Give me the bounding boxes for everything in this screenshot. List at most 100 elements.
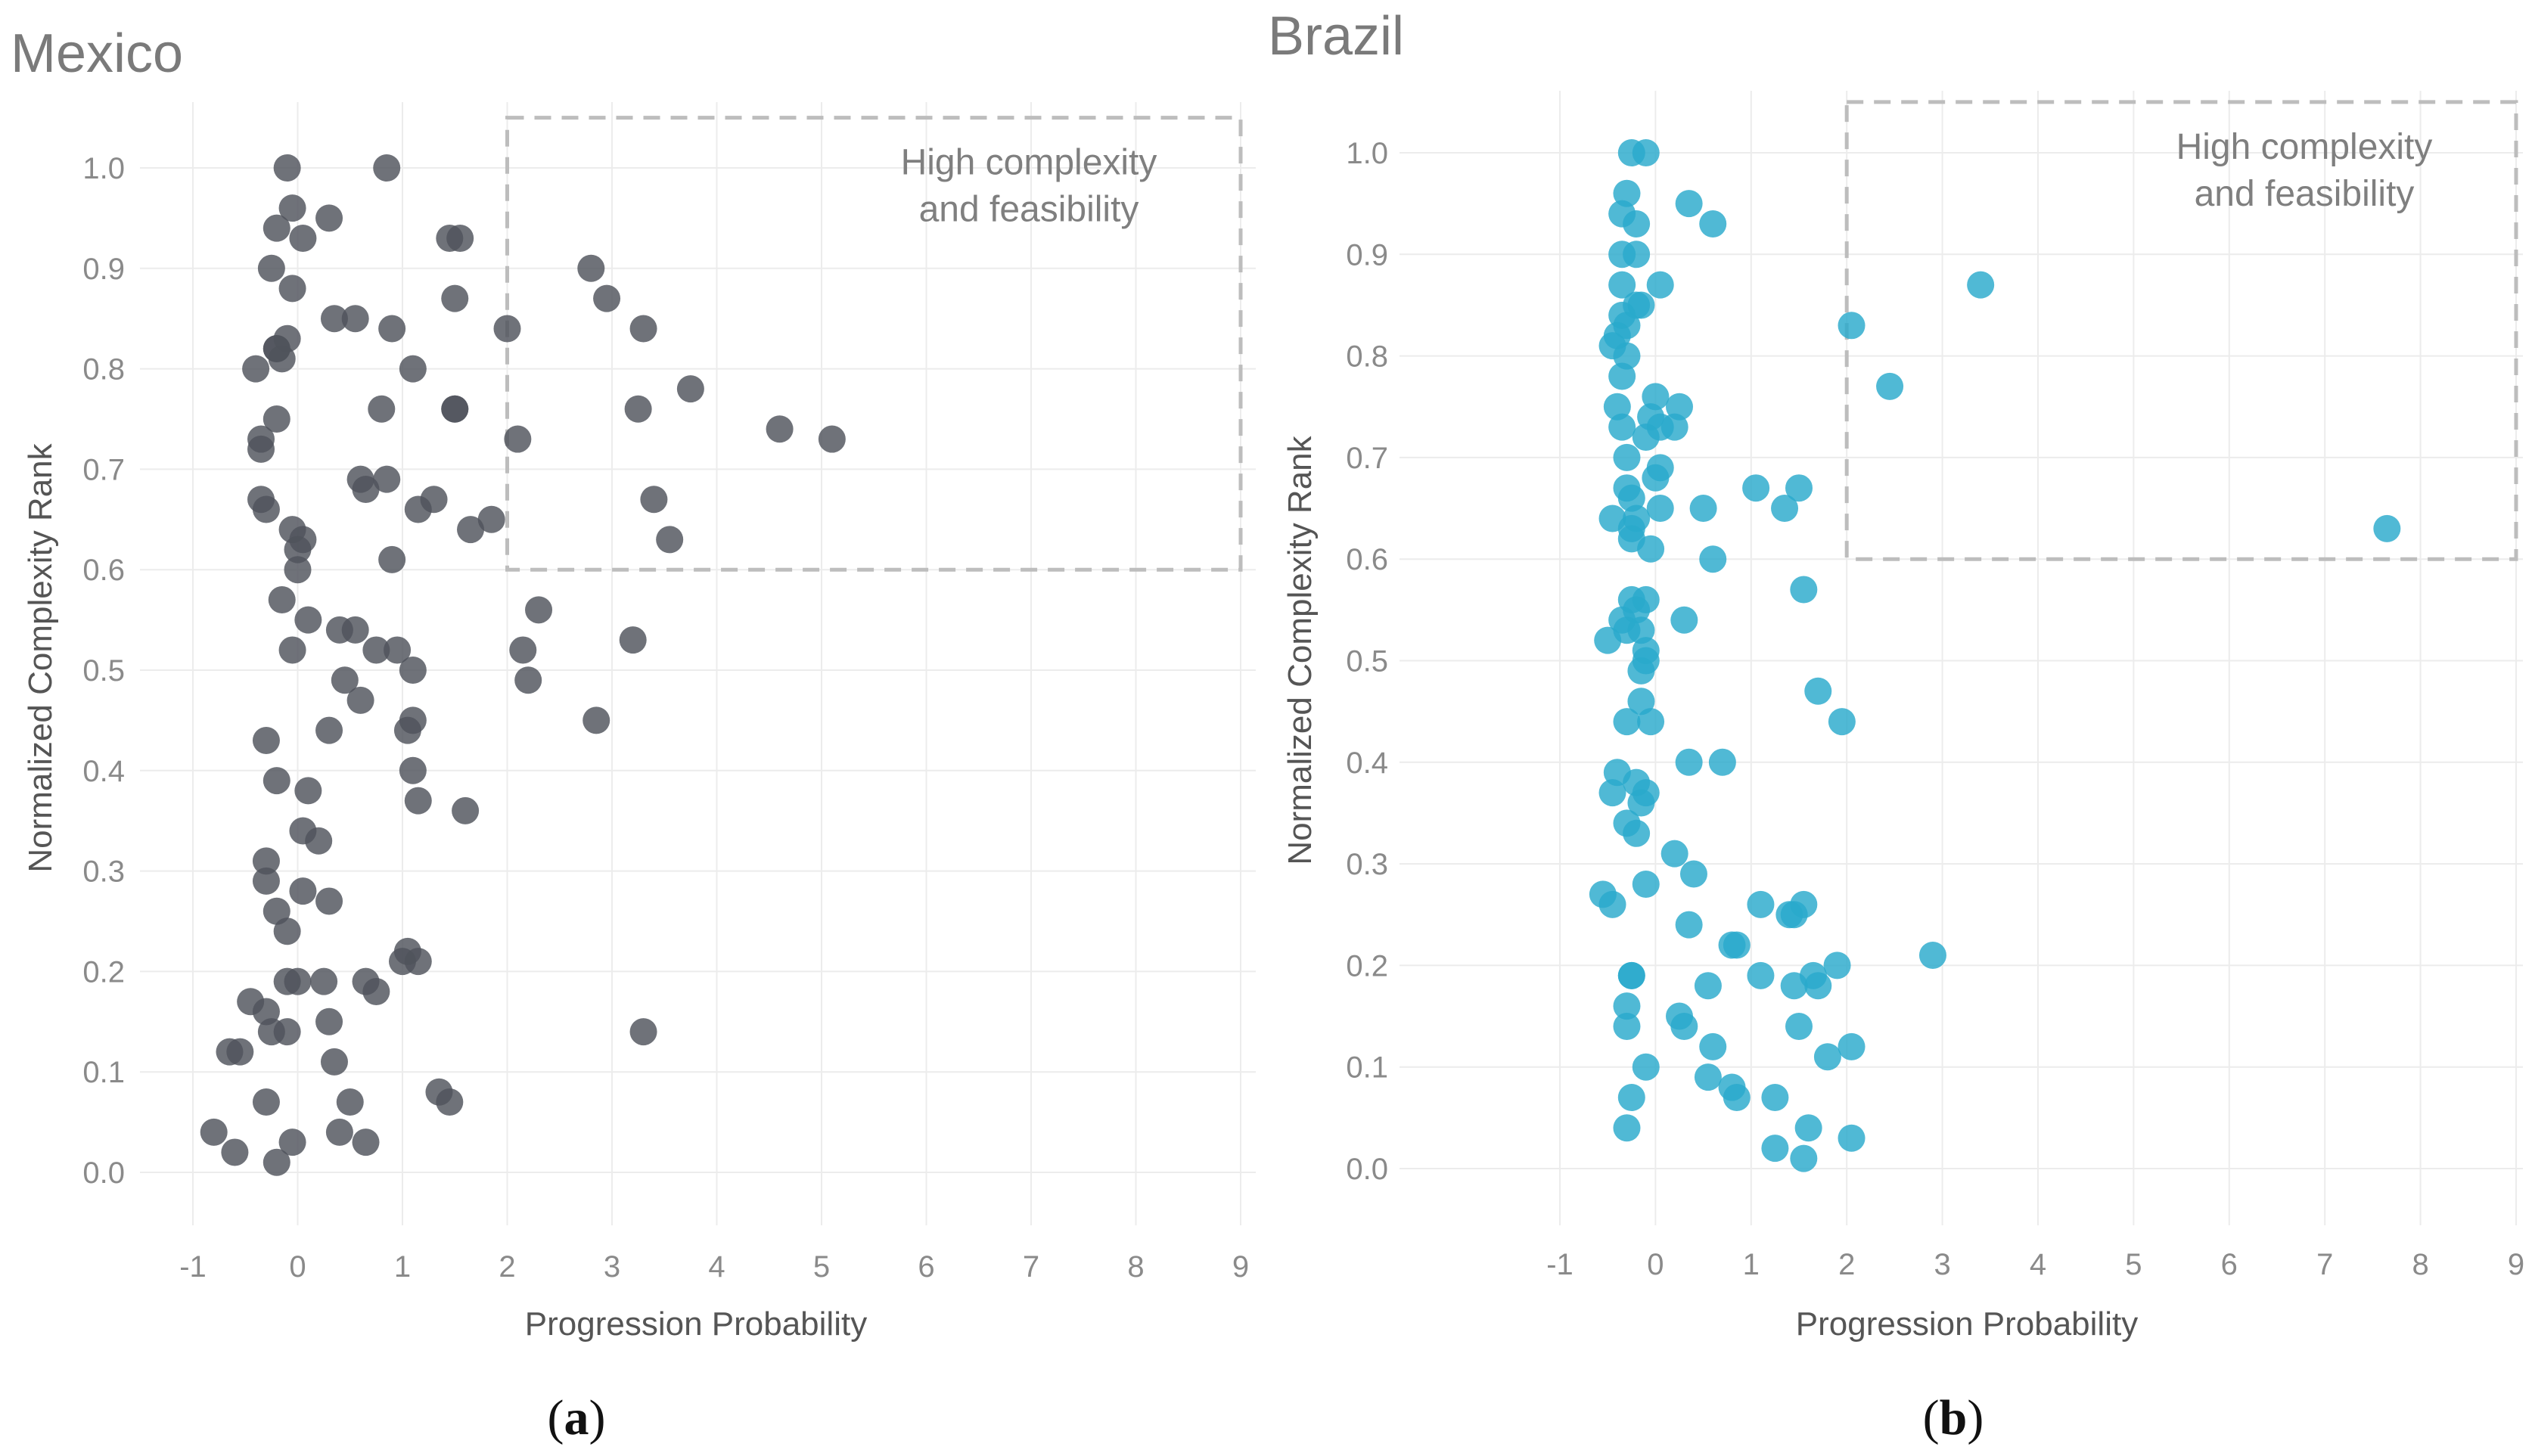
scatter-point [320, 1048, 348, 1076]
scatter-point [436, 1088, 464, 1116]
scatter-point [315, 204, 343, 232]
scatter-point [1723, 1083, 1751, 1111]
y-tick-label: 0.7 [1346, 442, 1388, 475]
scatter-point [446, 224, 474, 252]
scatter-point [1627, 616, 1655, 644]
scatter-point [1699, 1032, 1727, 1060]
scatter-point [315, 887, 343, 915]
scatter-point [1632, 779, 1660, 807]
scatter-point [1613, 443, 1641, 471]
scatter-point [289, 224, 317, 252]
scatter-point [1598, 779, 1626, 807]
x-tick-label: 1 [1743, 1248, 1760, 1281]
scatter-point [1623, 291, 1651, 319]
scatter-point [1804, 972, 1832, 1000]
scatter-point [384, 636, 412, 664]
scatter-point [593, 284, 621, 312]
gridlines [1400, 91, 2523, 1225]
x-tick-labels: -1 0 1 2 3 4 5 6 7 8 9 [179, 1250, 1249, 1284]
scatter-point [273, 154, 301, 182]
scatter-point [1613, 1114, 1641, 1142]
scatter-point [278, 1128, 306, 1156]
scatter-point [263, 767, 290, 795]
x-tick-label: 6 [918, 1250, 934, 1284]
y-tick-label: 0.1 [82, 1056, 125, 1089]
y-tick-label: 0.4 [1346, 747, 1388, 780]
scatter-point [399, 756, 427, 784]
panel-caption: (a) [548, 1390, 606, 1445]
scatter-point [378, 545, 406, 573]
scatter-point [373, 465, 401, 493]
y-axis-label: Normalized Complexity Rank [1281, 435, 1319, 865]
scatter-point [1838, 1124, 1866, 1152]
scatter-point [399, 355, 427, 383]
scatter-point [362, 636, 390, 664]
scatter-point [268, 586, 296, 614]
y-tick-label: 1.0 [1346, 137, 1388, 170]
scatter-point [273, 917, 301, 945]
scatter-point [393, 716, 421, 744]
y-tick-label: 0.7 [82, 453, 125, 486]
y-tick-label: 0.0 [1346, 1153, 1388, 1186]
scatter-point [294, 777, 322, 805]
scatter-point [1642, 464, 1670, 492]
y-tick-label: 0.3 [1346, 848, 1388, 881]
x-tick-label: 7 [2316, 1248, 2333, 1281]
scatter-point [1617, 961, 1645, 989]
scatter-point [1790, 576, 1818, 604]
scatter-point [1790, 890, 1818, 918]
scatter-point [504, 425, 532, 453]
scatter-point [1613, 708, 1641, 736]
y-axis-label: Normalized Complexity Rank [22, 442, 59, 872]
scatter-point [1794, 1114, 1822, 1142]
scatter-point [1623, 241, 1651, 269]
x-tick-label: 8 [2412, 1248, 2428, 1281]
x-tick-label: 5 [813, 1250, 830, 1284]
scatter-point [1804, 677, 1832, 705]
scatter-point [1613, 474, 1641, 502]
scatter-point [252, 726, 280, 754]
scatter-point [1632, 139, 1660, 166]
scatter-point [1642, 383, 1670, 411]
scatter-point [1761, 1135, 1789, 1163]
x-axis-label: Progression Probability [1796, 1305, 2138, 1343]
y-tick-labels: 0.0 0.1 0.2 0.3 0.4 0.5 0.6 0.7 0.8 0.9 1.0 [1346, 137, 1388, 1186]
scatter-point [619, 626, 647, 654]
scatter-point [1627, 688, 1655, 716]
y-tick-label: 0.5 [1346, 645, 1388, 678]
scatter-point [1675, 911, 1703, 939]
scatter-point [325, 1118, 353, 1146]
scatter-point [441, 284, 469, 312]
scatter-point [582, 706, 610, 734]
scatter-point [378, 315, 406, 343]
y-tick-label: 0.2 [82, 955, 125, 989]
scatter-point [656, 526, 684, 554]
scatter-point [336, 1088, 364, 1116]
scatter-point [263, 1148, 290, 1176]
scatter-point [1670, 606, 1698, 634]
scatter-point [1876, 372, 1904, 400]
scatter-point [1699, 210, 1727, 238]
annotation-line-1: High complexity [901, 143, 1157, 183]
scatter-point [305, 827, 333, 855]
scatter-point [766, 415, 794, 443]
scatter-point [242, 355, 270, 383]
x-tick-label: 5 [2125, 1248, 2142, 1281]
scatter-point [1603, 393, 1631, 421]
scatter-point [1632, 585, 1660, 613]
scatter-point [273, 1018, 301, 1046]
scatter-point [457, 516, 485, 544]
scatter-point [1637, 708, 1665, 736]
scatter-point [362, 977, 390, 1005]
scatter-point [284, 536, 312, 563]
scatter-points [1589, 139, 2401, 1172]
x-tick-label: 4 [2030, 1248, 2046, 1281]
scatter-point [1613, 179, 1641, 207]
x-tick-label: 0 [289, 1250, 306, 1284]
scatter-point [1747, 961, 1775, 989]
scatter-point [452, 796, 480, 824]
y-tick-label: 0.1 [1346, 1051, 1388, 1085]
scatter-point [629, 315, 657, 343]
y-tick-labels: 0.0 0.1 0.2 0.3 0.4 0.5 0.6 0.7 0.8 0.9 1.0 [82, 152, 125, 1190]
scatter-point [352, 475, 380, 503]
